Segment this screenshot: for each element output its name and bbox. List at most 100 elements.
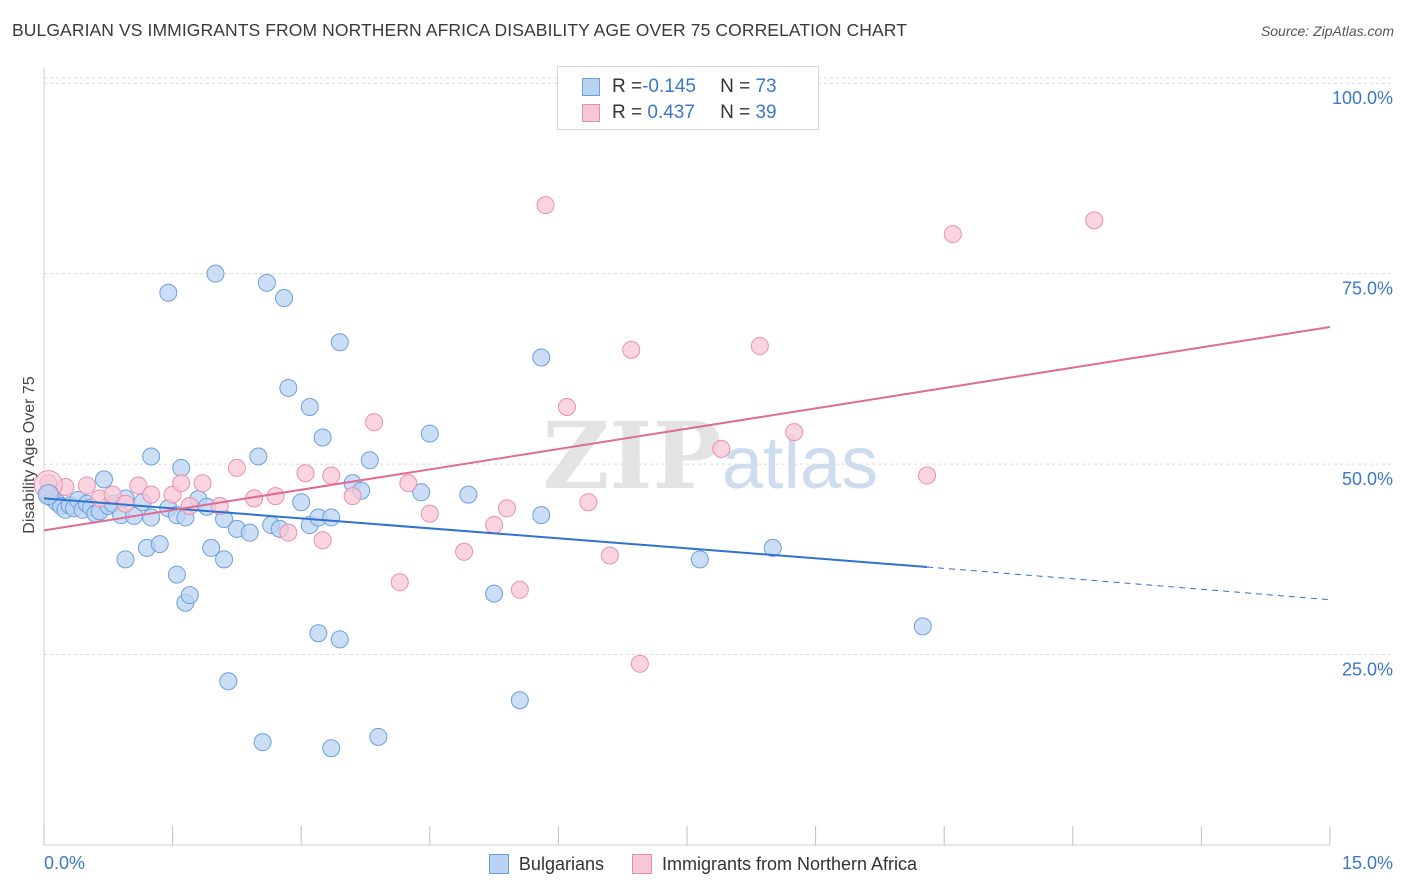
bulgarian-point <box>240 523 259 542</box>
immigrant-point <box>365 413 384 432</box>
y-tick-label: 50.0% <box>1342 469 1393 489</box>
n-label: N = <box>720 102 756 123</box>
bulgarian-point <box>167 565 186 584</box>
n-value: 39 <box>755 102 777 123</box>
bulgarian-point <box>257 273 276 292</box>
bulgarian-point <box>913 617 932 636</box>
watermark-zip: ZIP <box>542 402 721 510</box>
bulgarian-trendline-extension <box>927 566 1331 601</box>
bulgarian-point <box>206 264 225 283</box>
bulgarian-point <box>309 624 328 643</box>
blue-swatch <box>582 78 600 96</box>
correlation-legend: R = -0.145 N = 73 R = 0.437 N = 39 <box>557 66 819 130</box>
immigrant-point <box>266 487 285 506</box>
bulgarian-point <box>532 348 551 367</box>
legend-item-bulgarians: Bulgarians <box>488 853 604 875</box>
bulgarian-point <box>253 733 272 752</box>
bulgarian-point <box>150 535 169 554</box>
bulgarian-trendline <box>43 497 928 568</box>
bulgarian-point <box>37 484 59 506</box>
bulgarian-point <box>360 451 379 470</box>
bulgarian-point <box>459 485 478 504</box>
y-tick-label: 75.0% <box>1342 279 1393 299</box>
source-label: Source: ZipAtlas.com <box>1260 23 1394 39</box>
bulgarian-point <box>763 538 782 557</box>
bulgarian-point <box>95 470 114 489</box>
immigrant-point <box>142 485 161 504</box>
immigrant-point <box>750 337 769 356</box>
immigrant-point <box>918 466 937 485</box>
bulgarian-point <box>292 493 311 512</box>
immigrant-point <box>420 504 439 523</box>
bulgarian-point <box>330 333 349 352</box>
y-tick-label: 100.0% <box>1332 88 1393 108</box>
immigrant-point <box>497 499 516 518</box>
axis-layer <box>43 68 1331 846</box>
immigrant-point <box>785 423 804 442</box>
bulgarian-point <box>116 550 135 569</box>
immigrant-point <box>129 476 148 495</box>
immigrant-point <box>172 474 191 493</box>
bulgarian-point <box>202 538 221 557</box>
tick-labels: 25.0% 50.0% 75.0% 100.0% 0.0% 15.0% <box>44 88 1393 873</box>
grid-layer <box>44 77 1393 656</box>
y-tick-label: 25.0% <box>1342 660 1393 680</box>
bulgarian-point <box>420 424 439 443</box>
immigrant-point <box>510 580 529 599</box>
immigrant-point <box>390 573 409 592</box>
bulgarian-point <box>142 447 161 466</box>
pink-swatch <box>582 104 600 122</box>
chart-title: BULGARIAN VS IMMIGRANTS FROM NORTHERN AF… <box>12 20 908 40</box>
bulgarian-point <box>215 550 234 569</box>
trend-layer <box>43 326 1331 601</box>
bulgarian-point <box>322 739 341 758</box>
bulgarian-point <box>279 378 298 397</box>
watermark: ZIP atlas <box>542 402 878 510</box>
bulgarian-point <box>249 447 268 466</box>
immigrant-point <box>343 487 362 506</box>
immigrant-point <box>943 225 962 244</box>
immigrant-trendline <box>43 326 1331 532</box>
legend-label: Immigrants from Northern Africa <box>661 853 918 874</box>
bulgarian-point <box>532 506 551 525</box>
pink-swatch <box>631 854 652 874</box>
immigrant-point <box>712 439 731 458</box>
immigrant-point <box>399 474 418 493</box>
legend-label: Bulgarians <box>518 853 604 874</box>
immigrant-point <box>579 493 598 512</box>
n-label: N = <box>720 76 756 97</box>
immigrant-point <box>536 196 555 215</box>
immigrant-point <box>296 464 315 483</box>
legend-row-immigrants: R = 0.437 N = 39 <box>582 101 777 125</box>
y-axis-label: Disability Age Over 75 <box>21 376 38 534</box>
blue-swatch <box>488 854 509 874</box>
immigrant-point <box>77 476 96 495</box>
immigrant-point <box>1085 211 1104 230</box>
x-tick-label: 15.0% <box>1342 853 1393 873</box>
series-legend: Bulgarians Immigrants from Northern Afri… <box>0 851 1406 877</box>
r-value: 0.437 <box>642 102 695 123</box>
bulgarian-point <box>485 584 504 603</box>
bulgarian-point <box>172 458 191 477</box>
bulgarian-point <box>322 508 341 527</box>
bulgarian-point <box>219 672 238 691</box>
immigrant-point <box>630 654 649 673</box>
immigrant-point <box>600 546 619 565</box>
bulgarian-point <box>180 586 199 605</box>
bulgarian-point <box>159 283 178 302</box>
r-label: R = <box>612 102 643 123</box>
immigrant-point <box>227 458 246 477</box>
n-value: 73 <box>755 76 777 97</box>
r-label: R = <box>612 76 643 97</box>
r-value: -0.145 <box>642 76 696 97</box>
x-tick-label: 0.0% <box>44 853 85 873</box>
bulgarian-point <box>300 397 319 416</box>
immigrant-point <box>622 340 641 359</box>
immigrant-point <box>557 397 576 416</box>
immigrant-point <box>279 523 298 542</box>
bulgarian-point <box>510 691 529 710</box>
bulgarian-point <box>275 289 294 308</box>
immigrant-point <box>455 542 474 561</box>
immigrant-point <box>313 531 332 550</box>
